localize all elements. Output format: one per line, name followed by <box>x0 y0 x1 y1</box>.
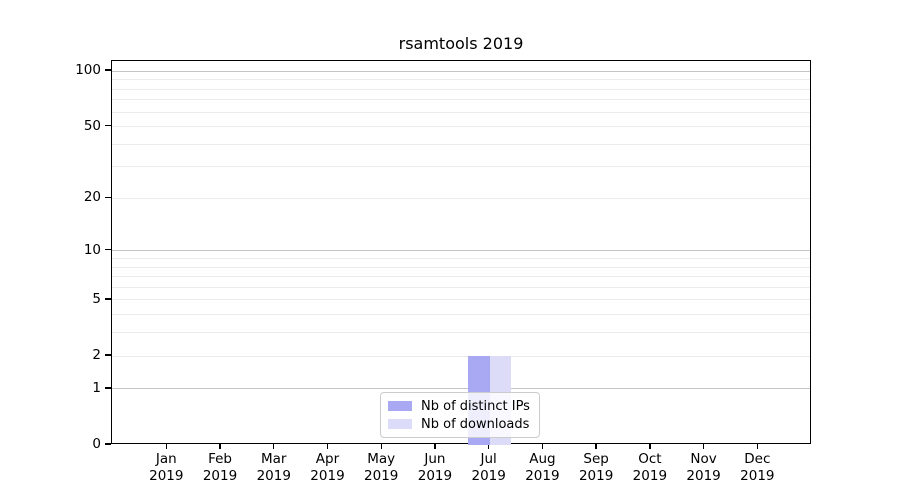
y-tick-label: 100 <box>75 62 101 79</box>
x-tick-label: Oct 2019 <box>632 451 668 484</box>
y-tick-label: 20 <box>83 189 101 206</box>
x-tick-mark <box>219 444 221 449</box>
y-tick-label: 10 <box>83 241 101 258</box>
x-tick-mark <box>756 444 759 449</box>
minor-gridline <box>112 79 810 81</box>
x-tick-label: Sep 2019 <box>578 451 614 484</box>
minor-gridline <box>112 166 810 168</box>
x-tick-label: Dec 2019 <box>740 451 775 484</box>
y-tick-label: 0 <box>92 436 101 452</box>
legend-label-downloads: Nb of downloads <box>421 416 530 432</box>
x-tick-label: Aug 2019 <box>525 451 560 484</box>
legend: Nb of distinct IPs Nb of downloads <box>380 392 540 438</box>
x-tick-mark <box>434 444 436 449</box>
major-gridline <box>112 70 810 72</box>
x-tick-label: Jun 2019 <box>417 451 453 484</box>
minor-gridline <box>112 314 810 316</box>
y-tick-mark <box>105 354 111 356</box>
major-gridline <box>112 388 810 390</box>
y-tick-mark <box>105 387 111 389</box>
x-tick-mark <box>487 444 490 449</box>
major-gridline <box>112 250 810 252</box>
minor-gridline <box>112 88 810 90</box>
y-tick-label: 1 <box>92 379 101 396</box>
x-tick-mark <box>649 444 651 449</box>
minor-gridline <box>112 143 810 145</box>
y-tick-mark <box>105 249 111 251</box>
x-tick-label: Nov 2019 <box>686 451 721 484</box>
x-tick-mark <box>702 444 705 449</box>
x-tick-mark <box>165 444 167 449</box>
minor-gridline <box>112 197 810 199</box>
x-tick-label: May 2019 <box>364 451 399 484</box>
legend-swatch-downloads <box>388 419 412 429</box>
legend-item-distinct-ips: Nb of distinct IPs <box>388 397 530 415</box>
y-tick-mark <box>105 124 111 127</box>
x-tick-mark <box>326 444 329 449</box>
minor-gridline <box>112 99 810 101</box>
y-tick-mark <box>105 196 111 199</box>
minor-gridline <box>112 257 810 259</box>
minor-gridline <box>112 355 810 357</box>
minor-gridline <box>112 276 810 278</box>
minor-gridline <box>112 286 810 288</box>
x-tick-label: Feb 2019 <box>202 451 238 484</box>
y-tick-label: 2 <box>92 347 101 363</box>
x-tick-label: Apr 2019 <box>310 451 345 484</box>
x-tick-mark <box>380 444 382 449</box>
chart-title: rsamtools 2019 <box>398 34 524 53</box>
minor-gridline <box>112 266 810 268</box>
minor-gridline <box>112 299 810 301</box>
y-tick-label: 5 <box>92 290 101 307</box>
minor-gridline <box>112 126 810 128</box>
x-tick-label: Jul 2019 <box>471 451 506 484</box>
x-tick-mark <box>595 444 597 449</box>
y-tick-mark <box>105 298 111 300</box>
minor-gridline <box>112 111 810 113</box>
y-tick-label: 50 <box>83 117 101 134</box>
legend-label-distinct-ips: Nb of distinct IPs <box>421 398 530 414</box>
legend-item-downloads: Nb of downloads <box>388 415 530 433</box>
x-tick-label: Mar 2019 <box>256 451 291 484</box>
x-tick-mark <box>273 444 275 449</box>
y-tick-mark <box>105 443 111 445</box>
plot-area: Nb of distinct IPs Nb of downloads <box>111 60 811 445</box>
legend-swatch-distinct-ips <box>388 401 412 411</box>
y-tick-mark <box>105 69 111 71</box>
x-tick-label: Jan 2019 <box>149 451 184 484</box>
minor-gridline <box>112 332 810 334</box>
x-tick-mark <box>541 444 544 449</box>
